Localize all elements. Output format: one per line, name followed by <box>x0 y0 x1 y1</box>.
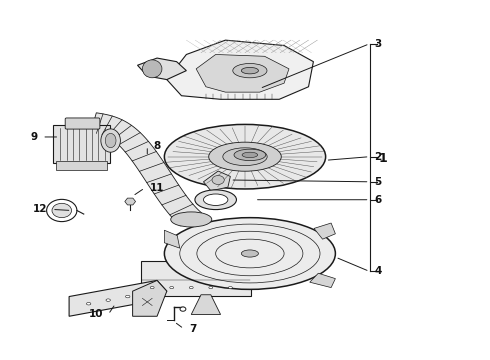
Polygon shape <box>133 280 167 316</box>
Ellipse shape <box>164 125 326 189</box>
Ellipse shape <box>150 287 154 289</box>
Polygon shape <box>69 280 167 316</box>
Text: 7: 7 <box>189 324 196 334</box>
Ellipse shape <box>101 129 121 152</box>
Text: 6: 6 <box>374 195 382 205</box>
Polygon shape <box>203 171 230 191</box>
Ellipse shape <box>209 142 281 171</box>
Text: 2: 2 <box>374 152 382 162</box>
Ellipse shape <box>52 203 72 218</box>
Ellipse shape <box>242 67 258 74</box>
Ellipse shape <box>234 149 266 161</box>
Polygon shape <box>167 40 314 99</box>
Ellipse shape <box>233 63 267 78</box>
Ellipse shape <box>242 152 258 158</box>
Polygon shape <box>164 230 180 248</box>
Text: 3: 3 <box>374 39 382 49</box>
FancyBboxPatch shape <box>65 118 100 129</box>
FancyBboxPatch shape <box>141 261 251 296</box>
Text: 11: 11 <box>150 183 164 193</box>
Ellipse shape <box>209 287 213 289</box>
Ellipse shape <box>170 287 173 289</box>
Ellipse shape <box>143 60 162 78</box>
Ellipse shape <box>106 299 110 301</box>
Text: 1: 1 <box>378 152 387 165</box>
Polygon shape <box>138 58 186 80</box>
Polygon shape <box>91 113 202 226</box>
Text: 5: 5 <box>374 177 382 187</box>
Ellipse shape <box>223 148 267 166</box>
Ellipse shape <box>203 194 228 206</box>
Ellipse shape <box>171 212 212 227</box>
Ellipse shape <box>242 250 258 257</box>
Text: 9: 9 <box>30 132 37 142</box>
Ellipse shape <box>125 295 130 298</box>
Polygon shape <box>310 273 335 288</box>
Polygon shape <box>314 223 335 239</box>
Ellipse shape <box>195 190 237 210</box>
Text: 10: 10 <box>89 310 103 319</box>
Polygon shape <box>196 54 289 92</box>
Ellipse shape <box>189 287 193 289</box>
Text: 12: 12 <box>33 204 47 215</box>
Ellipse shape <box>164 218 335 289</box>
Polygon shape <box>125 198 136 205</box>
Ellipse shape <box>212 176 224 184</box>
Text: 4: 4 <box>374 266 382 276</box>
Ellipse shape <box>86 302 91 305</box>
Text: 8: 8 <box>153 141 160 151</box>
Ellipse shape <box>180 307 186 311</box>
Ellipse shape <box>105 134 116 148</box>
FancyBboxPatch shape <box>53 125 110 163</box>
Polygon shape <box>191 295 220 315</box>
Ellipse shape <box>228 287 232 289</box>
FancyBboxPatch shape <box>56 161 107 170</box>
